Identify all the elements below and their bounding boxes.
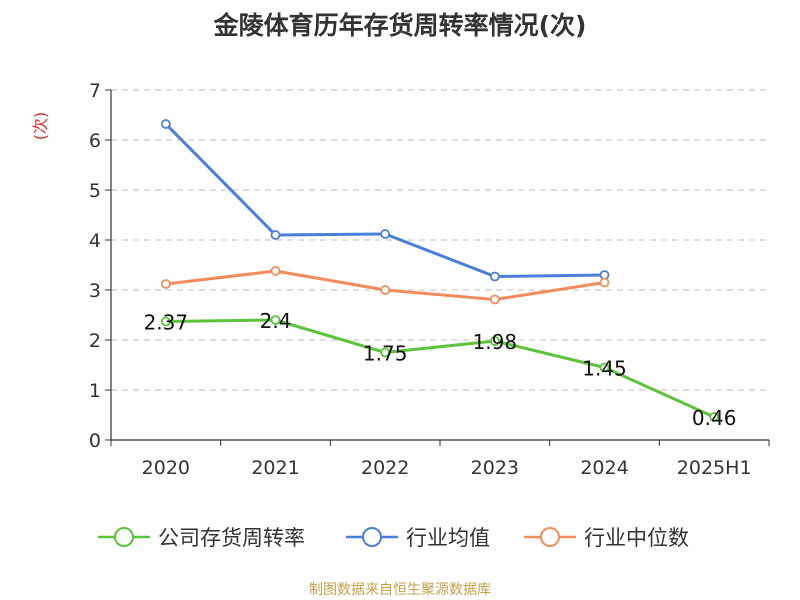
data-label: 0.46 — [692, 406, 737, 430]
data-label: 1.45 — [582, 357, 627, 381]
data-point — [380, 285, 391, 295]
data-point — [489, 271, 500, 282]
y-tick-label: 0 — [89, 430, 101, 452]
data-label: 2.37 — [144, 311, 189, 335]
data-point — [380, 347, 391, 358]
legend-label: 行业均值 — [406, 526, 490, 550]
grid-layer — [111, 89, 769, 391]
legend-swatch-marker — [362, 527, 382, 547]
chart-title: 金陵体育历年存货周转率情况(次) — [213, 11, 587, 40]
legend-item[interactable]: 公司存货周转率 — [98, 526, 305, 550]
legend-item[interactable]: 行业均值 — [346, 526, 490, 550]
data-label: 1.75 — [363, 342, 408, 366]
series-line-0 — [164, 318, 716, 419]
data-point — [489, 294, 500, 305]
x-tick-label: 2021 — [251, 457, 299, 479]
x-tick-label: 2020 — [142, 457, 190, 479]
data-point — [160, 279, 171, 289]
y-tick-label: 1 — [89, 380, 101, 402]
y-tick-label: 3 — [89, 280, 101, 302]
data-point — [160, 316, 171, 327]
x-tick-label: 2025H1 — [677, 457, 752, 479]
data-point — [270, 266, 281, 276]
data-point — [160, 119, 171, 129]
y-axis-unit: (次) — [31, 112, 50, 141]
x-tick-label: 2023 — [471, 457, 519, 479]
data-point — [709, 412, 720, 422]
data-label: 2.4 — [260, 309, 292, 333]
legend-swatch-marker — [540, 527, 560, 547]
data-point — [270, 315, 281, 325]
legend-label: 行业中位数 — [584, 526, 689, 550]
y-tick-label: 4 — [89, 230, 101, 252]
data-label-layer: 2.37 2.4 1.75 1.98 1.45 0.46 — [144, 309, 737, 430]
x-tick-label: 2024 — [580, 457, 628, 479]
data-point — [270, 230, 281, 240]
data-point — [380, 229, 391, 239]
data-point — [489, 336, 500, 346]
series-line-1 — [164, 122, 606, 278]
data-point — [599, 277, 610, 288]
y-tick-label: 5 — [89, 180, 101, 202]
legend-label: 公司存货周转率 — [158, 526, 305, 550]
legend-swatch-marker — [114, 527, 134, 547]
data-label: 1.98 — [473, 330, 518, 354]
x-tick-label: 2022 — [361, 457, 409, 479]
data-point — [599, 362, 610, 373]
source-note: 制图数据来自恒生聚源数据库 — [309, 582, 491, 598]
axis-layer: 0 1 2 3 4 5 6 7 2020 2021 2022 2023 2024 2025H1 (次) — [31, 80, 770, 479]
y-tick-label: 7 — [89, 80, 101, 102]
series-layer — [160, 119, 720, 422]
y-tick-label: 6 — [89, 130, 101, 152]
legend: 公司存货周转率 行业均值 行业中位数 — [98, 526, 689, 550]
legend-item[interactable]: 行业中位数 — [524, 526, 689, 550]
y-tick-label: 2 — [89, 330, 101, 352]
